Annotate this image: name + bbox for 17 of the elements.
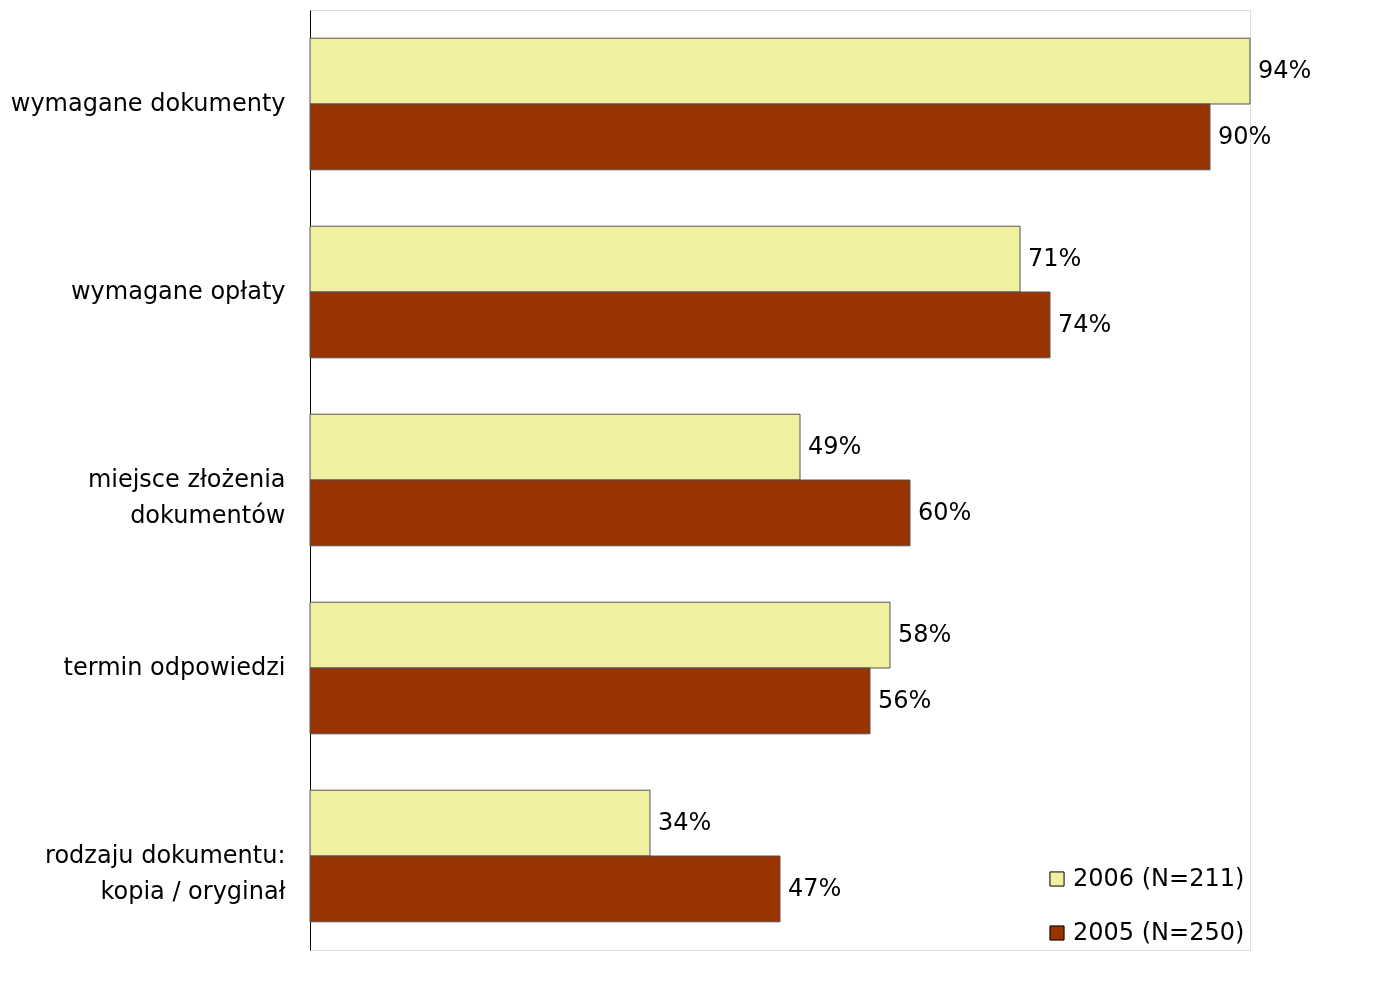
data-label: 49% [808,432,862,461]
data-label: 58% [898,620,952,649]
y-tick-label: miejsce złożenia dokumentów [87,465,286,529]
y-tick-label: wymagane opłaty [70,277,286,305]
data-label: 90% [1218,121,1272,150]
y-tick-label: wymagane dokumenty [10,89,286,117]
data-label: 74% [1058,309,1112,338]
legend-label: 2006 (N=211) [1073,864,1245,892]
y-tick-label: rodzaju dokumentu: kopia / oryginał [45,841,286,905]
data-label: 71% [1028,244,1082,273]
data-label: 56% [878,685,932,714]
data-label: 94% [1258,56,1312,85]
data-label: 47% [788,873,842,902]
y-tick-label: termin odpowiedzi [63,653,286,681]
data-label: 60% [918,497,972,526]
data-label: 34% [658,808,712,837]
legend-label: 2005 (N=250) [1073,918,1245,946]
